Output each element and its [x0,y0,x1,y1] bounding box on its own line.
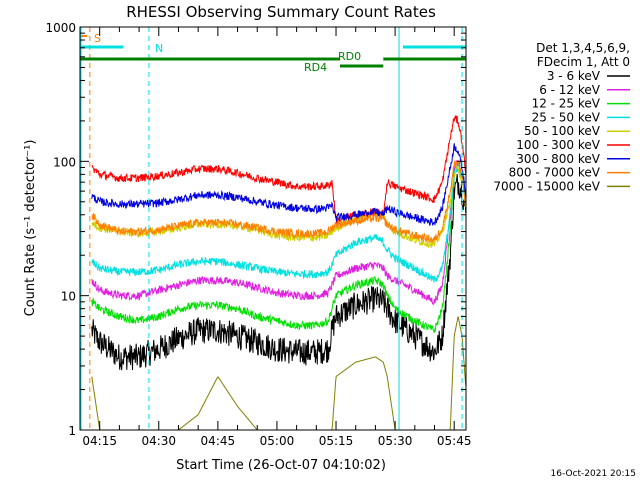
y-axis-label: Count Rate (s⁻¹ detector⁻¹) [23,140,38,317]
series-layer [91,115,467,431]
rd4-flag-label: RD4 [304,61,327,74]
axes-layer: 1 10 100 1000 04:15 04:30 04:45 05:00 05:15 05:30… [45,21,471,448]
y-tick-label: 100 [53,155,76,169]
markers-layer [80,27,463,430]
x-tick-label: 04:15 [82,434,117,448]
legend-label: 800 - 7000 keV [509,166,601,180]
timestamp: 16-Oct-2021 20:15 [551,469,636,479]
flags-layer: S N RD0 RD4 [80,32,466,74]
saa-flag-label: S [94,32,101,45]
series-line [91,159,467,243]
x-tick-label: 05:15 [319,434,354,448]
series-line [91,143,467,227]
legend-label: 25 - 50 keV [532,110,601,124]
legend-label: 50 - 100 keV [524,124,601,138]
night-flag-label: N [155,42,163,55]
series-line [91,115,467,225]
chart-title: RHESSI Observing Summary Count Rates [126,3,436,21]
series-line [91,173,467,371]
x-axis-label: Start Time (26-Oct-07 04:10:02) [176,458,386,473]
legend-header-1: Det 1,3,4,5,6,9, [536,41,630,55]
legend-label: 12 - 25 keV [532,97,601,111]
legend-label: 7000 - 15000 keV [493,179,600,193]
series-line [91,160,467,306]
y-tick-label: 1 [68,424,76,438]
legend-label: 3 - 6 keV [547,69,601,83]
x-tick-label: 04:45 [201,434,236,448]
plot-frame [79,26,467,431]
series-line [91,166,467,283]
y-tick-label: 1000 [45,21,76,35]
legend-header-2: FDecim 1, Att 0 [537,55,630,69]
x-tick-label: 05:30 [378,434,413,448]
series-line [91,160,467,334]
y-tick-label: 10 [61,290,76,304]
x-tick-label: 05:45 [437,434,472,448]
rd0-flag-label: RD0 [338,50,361,63]
x-tick-label: 04:30 [141,434,176,448]
legend-label: 300 - 800 keV [516,152,600,166]
legend-label: 6 - 12 keV [539,83,601,97]
legend-label: 100 - 300 keV [516,138,600,152]
x-tick-label: 05:00 [260,434,295,448]
